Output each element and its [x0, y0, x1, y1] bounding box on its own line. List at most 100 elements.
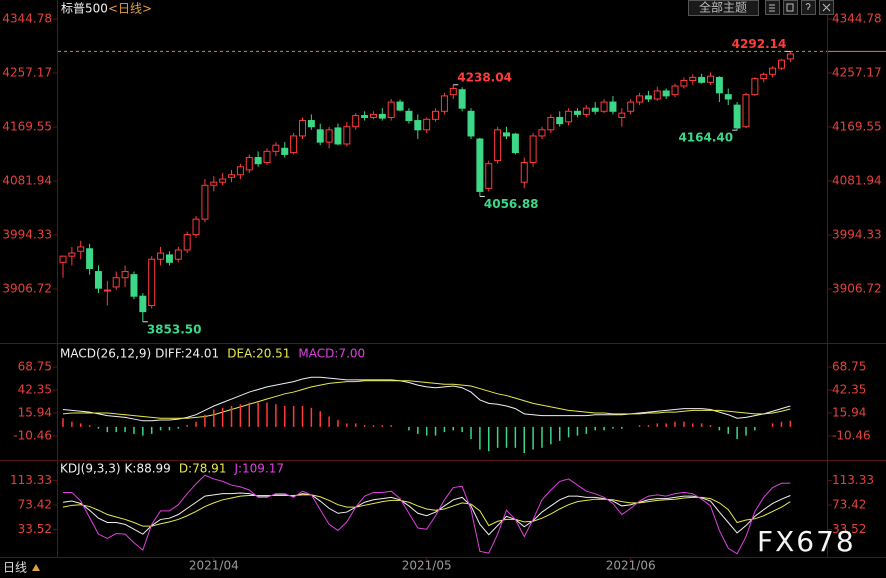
y-tick-label: 73.42: [18, 498, 52, 512]
tab-arrow: [32, 564, 40, 571]
candle-body: [94, 271, 102, 289]
theme-button-label: 全部主题: [699, 0, 747, 15]
candle-body: [671, 85, 679, 96]
candle-body: [520, 161, 528, 183]
candle-body: [565, 110, 573, 123]
toolbar-icon[interactable]: [783, 0, 798, 15]
y2-tick-label: 4169.55: [832, 119, 882, 133]
x-tick-label: 2021/06: [606, 559, 656, 573]
extreme-label: 4164.40: [678, 131, 733, 145]
legend-entry: DIFF:24.01: [155, 347, 219, 361]
candle-body: [733, 104, 741, 129]
candle-body: [547, 116, 555, 131]
candle-body: [609, 101, 617, 112]
candle-body: [77, 246, 85, 252]
period-switch[interactable]: <日线>: [108, 2, 152, 16]
candle-body: [183, 234, 191, 251]
x-tick-label: 2021/04: [189, 559, 239, 573]
candle-body: [281, 147, 289, 155]
watermark: FX678: [757, 525, 856, 558]
candle-body: [130, 274, 138, 297]
candle-body: [432, 110, 440, 120]
candle-body: [396, 101, 404, 111]
period-tab[interactable]: 日线: [3, 561, 27, 575]
legend-entry: K:88.99: [125, 462, 171, 476]
icon-glyph: [769, 4, 775, 12]
candle-body: [165, 254, 173, 263]
y-tick-label: 68.75: [18, 360, 52, 374]
candle-body: [689, 76, 697, 81]
extreme-label: 4238.04: [457, 70, 512, 84]
candle-body: [219, 178, 227, 183]
y2-tick-label: -10.46: [832, 429, 871, 443]
candle-body: [59, 255, 67, 263]
y-tick-label: 42.35: [18, 383, 52, 397]
candle-body: [503, 132, 510, 137]
candle-body: [236, 166, 244, 176]
candle-body: [485, 163, 493, 189]
frame: [0, 0, 886, 558]
candle-body: [254, 157, 262, 165]
legend-entry: MACD:7.00: [298, 347, 365, 361]
chart-title: 标普500: [61, 2, 108, 16]
candle-body: [139, 295, 147, 313]
icon-glyph: [805, 3, 811, 10]
candle-body: [121, 271, 129, 279]
y2-tick-label: 4081.94: [832, 173, 882, 187]
candle-body: [210, 181, 218, 186]
candle-body: [591, 107, 599, 112]
y-tick-label: 4169.55: [2, 119, 52, 133]
y2-tick-label: 4257.17: [832, 65, 882, 79]
candle-body: [290, 135, 298, 154]
indicator-line: [62, 494, 791, 527]
candle-body: [325, 129, 333, 143]
candle-body: [369, 113, 377, 118]
candle-body: [86, 248, 94, 269]
x-tick-label: 2021/05: [402, 559, 452, 573]
candle-body: [361, 115, 369, 118]
icon-glyph: [786, 3, 794, 12]
candle-body: [352, 115, 360, 128]
indicator-title: MACD(26,12,9): [60, 347, 151, 361]
y2-tick-label: 3994.33: [832, 227, 882, 241]
candle-body: [228, 174, 236, 178]
y-tick-label: -10.46: [13, 429, 52, 443]
theme-button[interactable]: [688, 0, 759, 16]
candle-body: [644, 95, 652, 100]
indicator-line: [63, 474, 791, 555]
candle-body: [777, 59, 785, 69]
candle-body: [440, 95, 448, 112]
candle-body: [245, 157, 253, 171]
candle-body: [698, 76, 706, 83]
y2-tick-label: 113.33: [832, 473, 874, 487]
legend-entry: DEA:20.51: [227, 347, 290, 361]
y-tick-label: 4257.17: [2, 65, 52, 79]
candle-body: [298, 120, 306, 137]
extreme-label: 4292.14: [732, 37, 787, 51]
y2-tick-label: 73.42: [832, 498, 866, 512]
legend-entry: D:78.91: [179, 462, 227, 476]
y2-tick-label: 15.94: [832, 406, 866, 420]
y-tick-label: 4081.94: [2, 173, 52, 187]
candle-body: [573, 110, 581, 115]
candle-body: [715, 76, 723, 94]
y2-tick-label: 42.35: [832, 383, 866, 397]
y-tick-label: 15.94: [18, 406, 52, 420]
candle-body: [272, 144, 280, 152]
candle-body: [112, 277, 120, 288]
candle-body: [600, 101, 608, 112]
legend-entry: J:109.17: [233, 462, 284, 476]
y-tick-label: 3994.33: [2, 227, 52, 241]
extreme-label: 3853.50: [147, 322, 202, 336]
candle-body: [476, 138, 484, 192]
icon-glyph: [822, 3, 831, 12]
candle-body: [458, 89, 466, 109]
candle-body: [467, 110, 475, 137]
candle-body: [334, 127, 342, 145]
y-tick-label: 113.33: [10, 473, 52, 487]
y2-tick-label: 33.52: [832, 522, 866, 536]
candle-body: [174, 249, 182, 260]
candle-body: [263, 150, 271, 163]
